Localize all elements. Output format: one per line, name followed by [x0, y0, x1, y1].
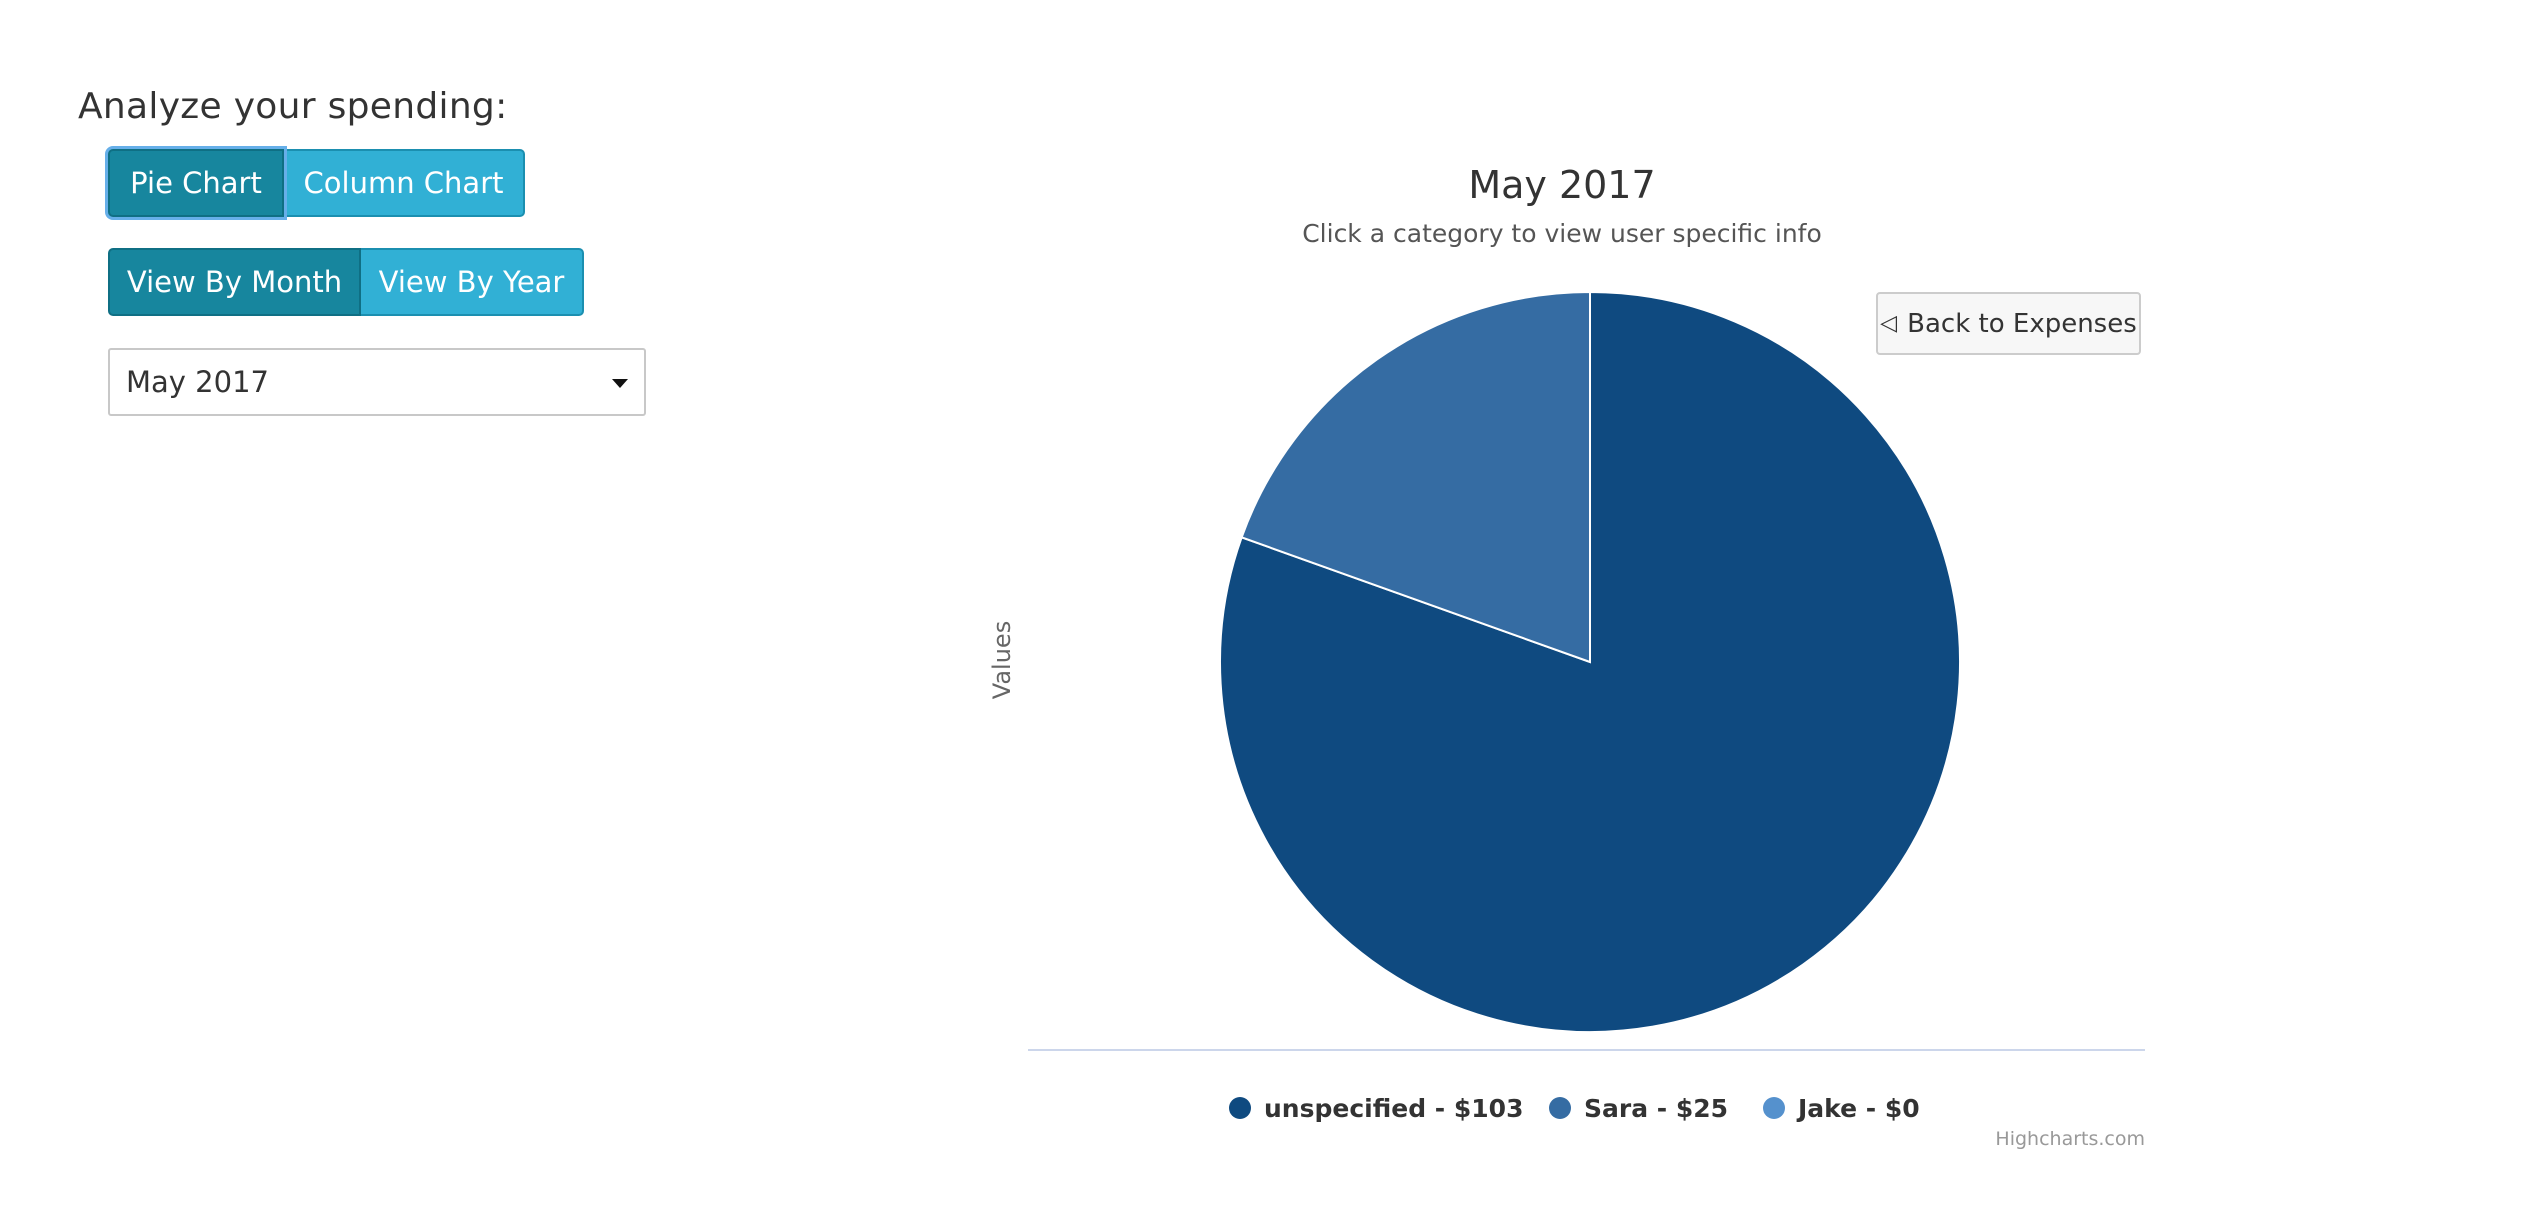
chart-legend: unspecified - $103 Sara - $25 Jake - $0: [1229, 1094, 1920, 1123]
chart-type-toggle: Pie Chart Column Chart: [108, 149, 525, 217]
caret-down-icon: [612, 379, 628, 388]
y-axis-label: Values: [988, 621, 1016, 699]
pie-slice-sara[interactable]: [1240, 290, 1591, 664]
highcharts-credits[interactable]: Highcharts.com: [1995, 1128, 2145, 1150]
view-by-month-button[interactable]: View By Month: [108, 248, 361, 316]
chart-subtitle: Click a category to view user specific i…: [1302, 219, 1822, 248]
column-chart-button[interactable]: Column Chart: [284, 149, 525, 217]
legend-marker-sara: [1549, 1097, 1571, 1119]
pie-slice-unspecified[interactable]: [1219, 290, 1961, 1033]
view-by-year-button[interactable]: View By Year: [361, 248, 584, 316]
pie-chart-button[interactable]: Pie Chart: [108, 149, 284, 217]
legend-item-unspecified[interactable]: unspecified - $103: [1229, 1094, 1523, 1123]
triangle-left-icon: ◁: [1880, 311, 1898, 336]
pie-slices: [1219, 290, 1961, 1033]
period-select-value: May 2017: [126, 365, 269, 399]
page-heading: Analyze your spending:: [78, 86, 508, 127]
back-button-label: Back to Expenses: [1907, 308, 2137, 339]
legend-item-jake[interactable]: Jake - $0: [1763, 1094, 1920, 1123]
legend-label-unspecified: unspecified - $103: [1264, 1094, 1523, 1123]
legend-marker-unspecified: [1229, 1097, 1251, 1119]
chart-title: May 2017: [1468, 163, 1655, 207]
view-period-toggle: View By Month View By Year: [108, 248, 584, 316]
legend-marker-jake: [1763, 1097, 1785, 1119]
legend-label-jake: Jake - $0: [1796, 1094, 1920, 1123]
period-select[interactable]: May 2017: [108, 348, 646, 416]
legend-item-sara[interactable]: Sara - $25: [1549, 1094, 1728, 1123]
back-to-expenses-button[interactable]: ◁ Back to Expenses: [1876, 292, 2141, 355]
legend-label-sara: Sara - $25: [1584, 1094, 1728, 1123]
